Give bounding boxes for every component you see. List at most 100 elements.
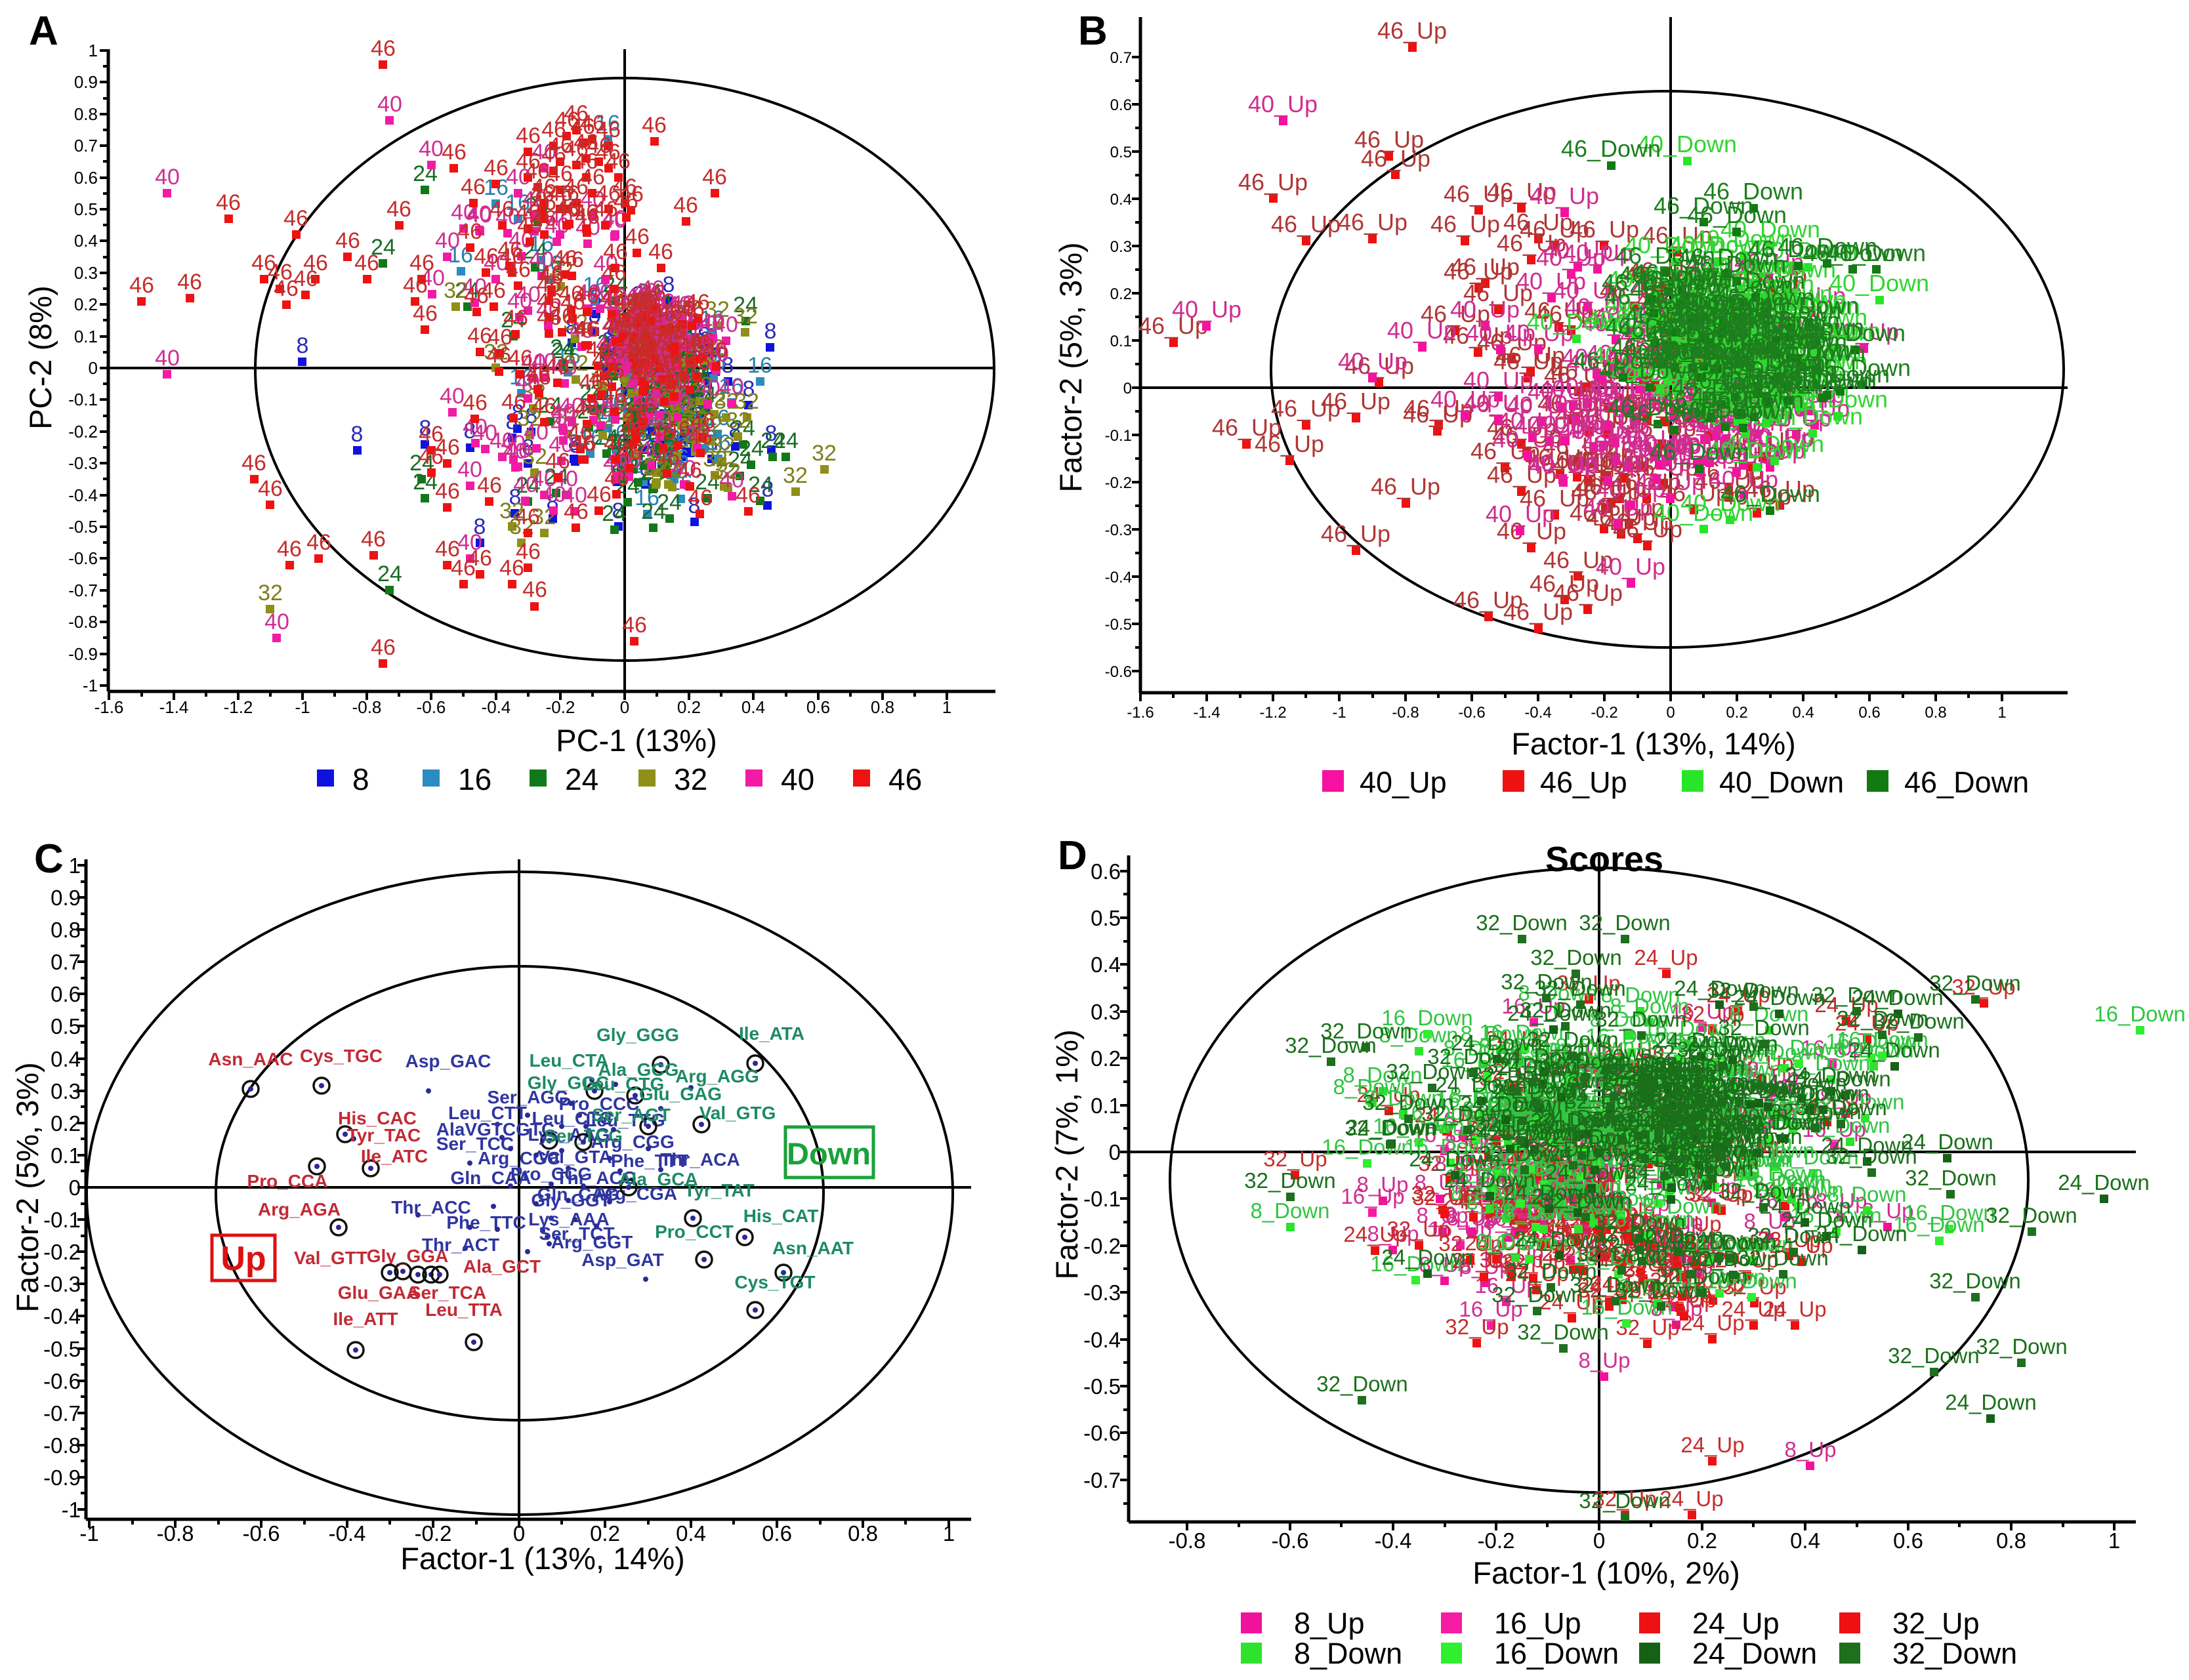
svg-text:8: 8 xyxy=(663,272,675,297)
svg-text:46_Down: 46_Down xyxy=(1687,201,1787,228)
svg-text:46: 46 xyxy=(371,635,396,660)
svg-text:46: 46 xyxy=(688,485,713,510)
svg-text:24: 24 xyxy=(733,293,758,318)
svg-text:PC-1 (13%): PC-1 (13%) xyxy=(556,723,717,758)
svg-text:0.1: 0.1 xyxy=(74,327,98,346)
svg-text:-0.8: -0.8 xyxy=(352,697,382,717)
svg-text:32_Down: 32_Down xyxy=(1811,983,1902,1007)
svg-text:46: 46 xyxy=(515,504,540,529)
svg-text:32_Down: 32_Down xyxy=(1718,1179,1809,1203)
svg-text:8: 8 xyxy=(602,328,615,353)
svg-text:-0.5: -0.5 xyxy=(68,517,98,537)
svg-text:Asp_GAT: Asp_GAT xyxy=(581,1250,664,1270)
svg-text:32_Up: 32_Up xyxy=(1263,1147,1327,1171)
svg-text:32_Down: 32_Down xyxy=(1892,1637,2017,1670)
svg-text:-0.4: -0.4 xyxy=(1083,1328,1121,1352)
svg-text:24_Down: 24_Down xyxy=(1799,1067,1890,1091)
svg-text:46: 46 xyxy=(216,190,241,215)
svg-text:46: 46 xyxy=(625,224,650,249)
svg-text:1: 1 xyxy=(2108,1528,2120,1553)
svg-text:46: 46 xyxy=(638,324,663,349)
svg-text:0: 0 xyxy=(1109,1140,1121,1164)
svg-text:0: 0 xyxy=(1593,1528,1605,1553)
svg-text:46: 46 xyxy=(467,546,492,571)
svg-text:-0.2: -0.2 xyxy=(1478,1528,1515,1553)
svg-text:-0.6: -0.6 xyxy=(243,1521,280,1546)
svg-text:-0.6: -0.6 xyxy=(43,1369,81,1393)
svg-text:0.7: 0.7 xyxy=(51,950,81,974)
svg-text:32_Down: 32_Down xyxy=(1427,1044,1518,1069)
svg-text:46: 46 xyxy=(545,354,570,379)
svg-text:46: 46 xyxy=(354,251,379,276)
svg-text:32_Down: 32_Down xyxy=(1667,1150,1758,1174)
svg-text:32_Down: 32_Down xyxy=(1579,1488,1670,1513)
svg-text:46_Up: 46_Up xyxy=(1553,579,1623,606)
svg-text:-1.4: -1.4 xyxy=(1193,704,1220,722)
svg-text:-0.1: -0.1 xyxy=(1105,427,1132,445)
svg-text:46: 46 xyxy=(477,473,502,498)
svg-text:Asp_GAC: Asp_GAC xyxy=(406,1051,491,1071)
svg-text:8: 8 xyxy=(474,514,486,539)
svg-text:32_Down: 32_Down xyxy=(1421,1101,1512,1126)
svg-text:46: 46 xyxy=(617,440,642,464)
svg-text:8: 8 xyxy=(764,319,777,344)
svg-text:0.6: 0.6 xyxy=(74,168,98,188)
svg-text:0.3: 0.3 xyxy=(1091,1000,1121,1024)
svg-text:0.6: 0.6 xyxy=(51,982,81,1006)
svg-text:Factor-1 (13%, 14%): Factor-1 (13%, 14%) xyxy=(1511,726,1796,761)
svg-text:-0.4: -0.4 xyxy=(329,1521,366,1546)
svg-text:40_Up: 40_Up xyxy=(1596,553,1665,580)
svg-text:Glu_GAG: Glu_GAG xyxy=(639,1084,722,1104)
svg-text:0.3: 0.3 xyxy=(1110,238,1132,256)
svg-text:Gly_GGG: Gly_GGG xyxy=(596,1025,679,1045)
svg-text:46: 46 xyxy=(413,301,438,326)
svg-text:16_Up: 16_Up xyxy=(1494,1607,1581,1640)
svg-text:Thr_ACA: Thr_ACA xyxy=(660,1149,740,1170)
svg-text:Ala_GCT: Ala_GCT xyxy=(463,1256,541,1277)
svg-text:24_Down: 24_Down xyxy=(1381,1245,1472,1269)
svg-text:0.1: 0.1 xyxy=(51,1143,81,1168)
svg-text:Down: Down xyxy=(787,1136,871,1171)
svg-text:32_Down: 32_Down xyxy=(1490,1075,1581,1099)
svg-text:46: 46 xyxy=(463,390,488,415)
svg-text:-0.8: -0.8 xyxy=(1169,1528,1206,1553)
svg-text:0.5: 0.5 xyxy=(1110,144,1132,161)
svg-text:-1.2: -1.2 xyxy=(1259,704,1286,722)
svg-text:16_Down: 16_Down xyxy=(1904,1200,1995,1225)
svg-text:32_Down: 32_Down xyxy=(1986,1203,2077,1227)
svg-text:46_Down: 46_Down xyxy=(1642,338,1742,365)
svg-text:46: 46 xyxy=(606,149,631,174)
svg-text:Leu_CTA: Leu_CTA xyxy=(530,1050,609,1071)
svg-text:Ile_ATC: Ile_ATC xyxy=(361,1146,428,1166)
svg-text:24: 24 xyxy=(606,430,631,455)
svg-text:-0.3: -0.3 xyxy=(1105,522,1132,539)
svg-text:24_Down: 24_Down xyxy=(1945,1390,2036,1414)
svg-text:32_Down: 32_Down xyxy=(1530,945,1621,970)
svg-text:32_Down: 32_Down xyxy=(1244,1168,1335,1193)
svg-text:1: 1 xyxy=(1997,704,2006,722)
svg-text:0.4: 0.4 xyxy=(74,231,98,251)
svg-text:-0.6: -0.6 xyxy=(1272,1528,1309,1553)
svg-text:-0.8: -0.8 xyxy=(43,1433,81,1458)
svg-text:32: 32 xyxy=(710,433,735,458)
svg-text:24: 24 xyxy=(748,472,773,497)
svg-text:40: 40 xyxy=(503,439,528,464)
svg-text:0.4: 0.4 xyxy=(741,697,765,717)
svg-text:46_Up: 46_Up xyxy=(1321,388,1390,415)
svg-text:46: 46 xyxy=(620,416,645,441)
svg-text:Gly_GGT: Gly_GGT xyxy=(531,1190,610,1210)
svg-text:46_Up: 46_Up xyxy=(1371,473,1440,500)
svg-text:46: 46 xyxy=(457,219,482,244)
svg-text:46: 46 xyxy=(409,251,434,276)
svg-text:24_Up: 24_Up xyxy=(1680,1311,1744,1335)
svg-text:46_Up: 46_Up xyxy=(1271,211,1341,237)
svg-text:24: 24 xyxy=(657,490,682,515)
svg-text:8: 8 xyxy=(743,377,755,401)
svg-text:16: 16 xyxy=(458,762,491,796)
svg-text:C: C xyxy=(34,836,64,882)
svg-text:46: 46 xyxy=(532,394,556,419)
svg-text:0: 0 xyxy=(620,697,629,717)
svg-text:8: 8 xyxy=(646,436,658,461)
svg-text:32: 32 xyxy=(783,463,808,488)
svg-text:0.7: 0.7 xyxy=(74,136,98,155)
